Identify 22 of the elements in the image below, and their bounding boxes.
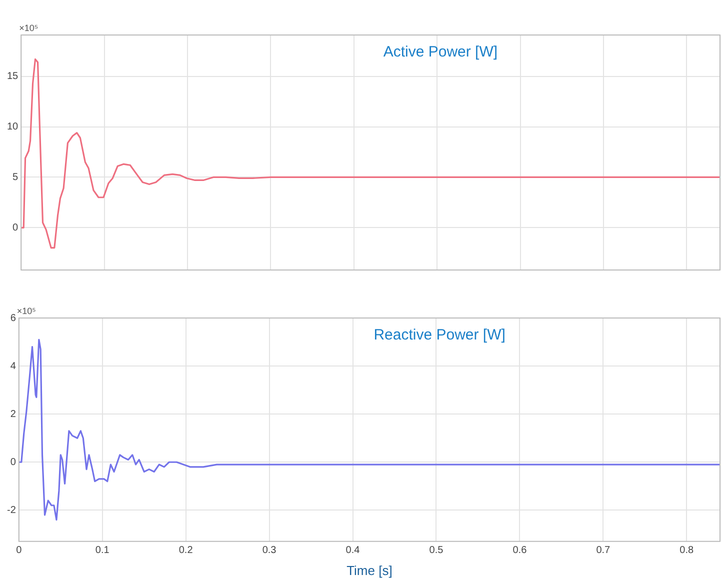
x-tick-label: 0.1: [95, 545, 110, 556]
text: Reactive Power [W]: [374, 326, 506, 344]
y-tick-label: 0: [12, 222, 19, 234]
x-tick-label: 0.7: [596, 545, 611, 556]
text: ×10⁵: [16, 306, 36, 316]
x-tick-label: 0.4: [346, 545, 360, 556]
x-tick-label: 0.6: [512, 545, 528, 556]
x-tick-label: 0.2: [178, 545, 194, 556]
x-tick-label: 0.8: [680, 545, 694, 556]
y-tick-label: 5: [12, 172, 19, 183]
y-tick-label: 15: [7, 71, 19, 82]
x-axis-title: Time [s]: [346, 562, 392, 578]
y-tick-label: 6: [10, 312, 16, 324]
y-tick-label: 4: [10, 360, 16, 372]
text: ×10⁵: [19, 22, 38, 33]
y-tick-label: -2: [6, 504, 16, 516]
y-tick-label: 0: [10, 456, 16, 468]
y-tick-label: 10: [7, 122, 19, 133]
x-tick-label: 0.5: [429, 545, 444, 556]
x-tick-label: 0.3: [262, 545, 277, 556]
y-tick-label: 2: [10, 408, 16, 420]
text: Active Power [W]: [383, 44, 498, 61]
